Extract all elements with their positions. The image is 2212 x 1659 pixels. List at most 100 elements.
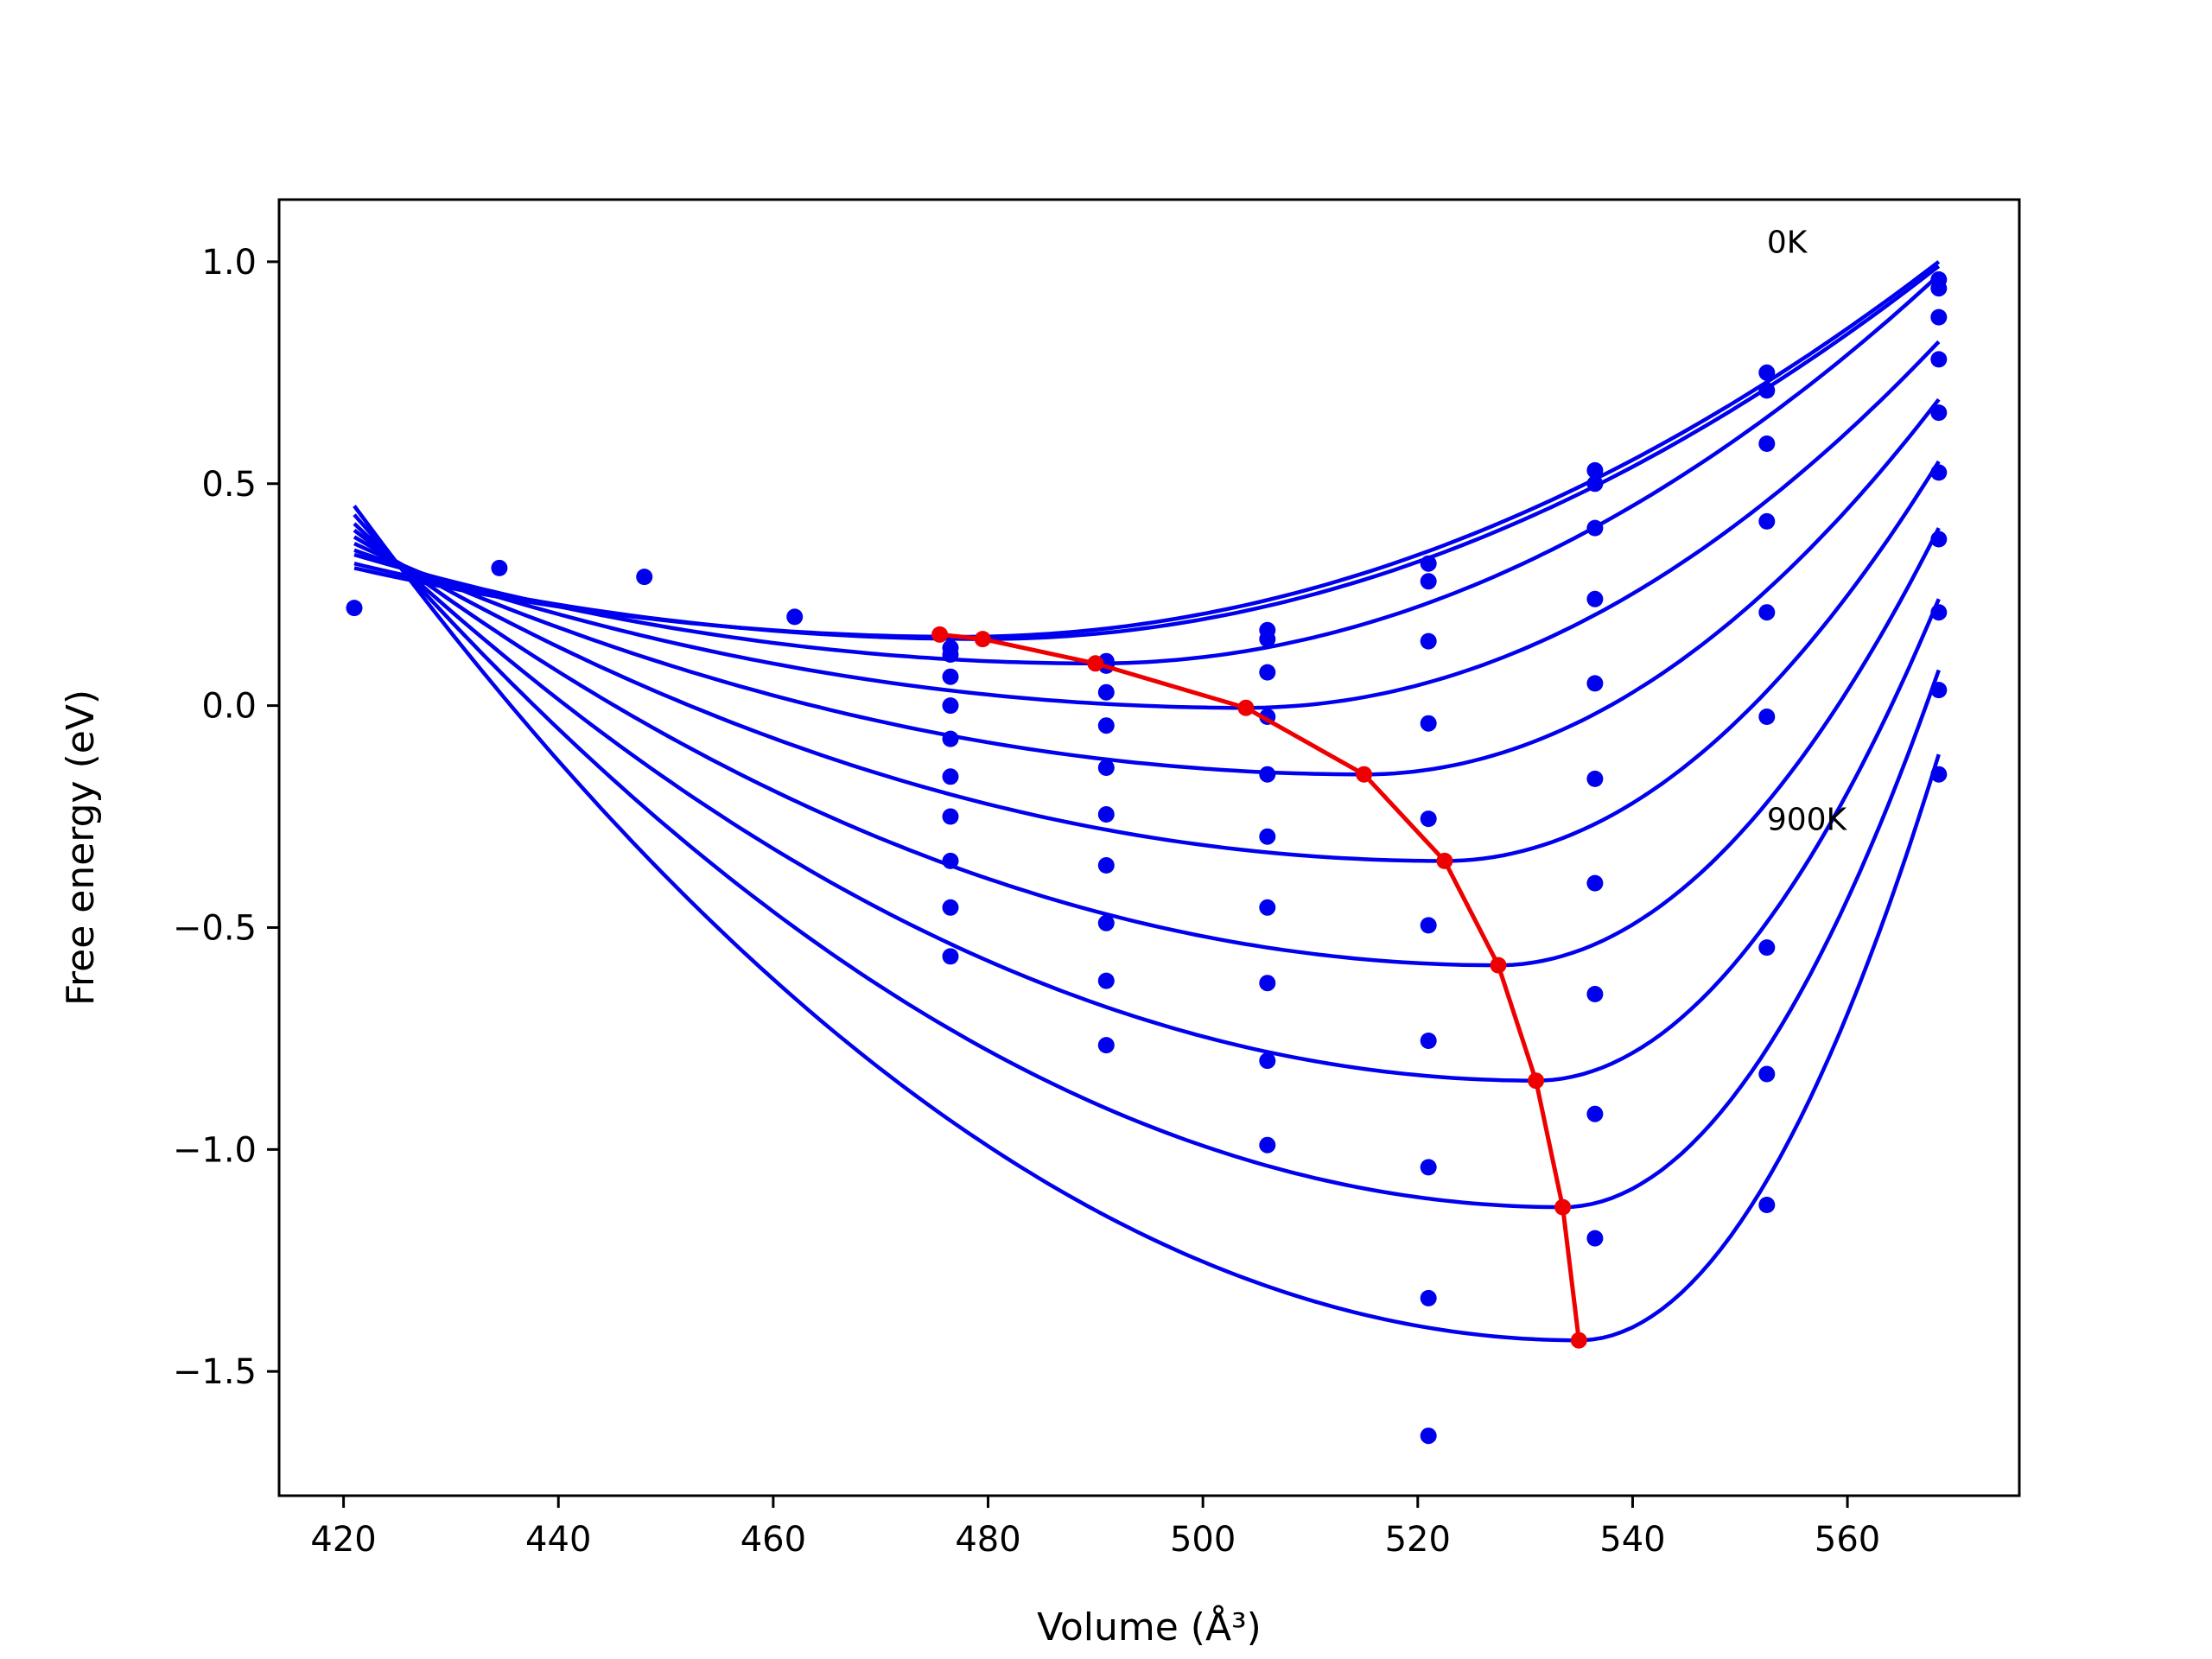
data-point-200K-6 [1930,308,1948,326]
data-point-200K-5 [1758,435,1776,452]
fit-curve-100K [353,264,1941,641]
y-tick-label--0.5: −0.5 [173,908,257,948]
data-point-0K-3 [786,608,804,626]
data-point-500K-3 [1420,917,1437,934]
data-point-300K-0 [942,697,959,715]
data-point-900K-0 [942,948,959,965]
y-tick-label-0.5: 0.5 [201,465,257,505]
data-point-600K-0 [942,808,959,825]
y-axis-ticks: 1.0 0.5 0.0 −0.5 −1.0 −1.5 [173,243,279,1392]
data-point-700K-0 [942,852,959,869]
data-point-800K-2 [1259,1052,1276,1070]
plot-frame [277,198,2021,1497]
data-point-600K-2 [1259,899,1276,916]
data-point-500K-4 [1586,770,1604,787]
data-point-700K-2 [1259,975,1276,992]
data-point-900K-1 [1097,1037,1115,1054]
data-point-600K-1 [1097,857,1115,874]
data-point-400K-1 [1097,760,1115,776]
data-point-200K-4 [1586,519,1604,537]
minimum-point-5 [1436,852,1453,869]
data-point-0K-7 [1420,555,1437,572]
data-point-100K-4 [1586,475,1604,493]
minimum-point-7 [1528,1072,1545,1090]
data-point-0K-2 [636,569,653,586]
data-point-800K-1 [1097,972,1115,989]
data-point-0K-8 [1586,461,1604,479]
data-point-700K-4 [1586,986,1604,1002]
data-point-700K-3 [1420,1159,1437,1176]
minimum-point-1 [974,631,991,648]
data-point-900K-4 [1586,1230,1604,1247]
data-point-800K-4 [1586,1105,1604,1122]
data-point-100K-6 [1930,280,1948,297]
minima-polyline [939,632,1581,1341]
data-point-400K-6 [1930,404,1948,422]
fit-curve-500K [353,460,1941,863]
minimum-point-9 [1570,1332,1587,1349]
minima-line [931,626,1587,1349]
data-point-100K-2 [1259,631,1276,648]
data-point-600K-4 [1586,874,1604,892]
data-point-300K-4 [1586,590,1604,607]
minimum-point-6 [1490,957,1507,974]
x-tick-label-500: 500 [1170,1520,1236,1560]
data-point-100K-0 [942,646,959,663]
annotation-900K: 900K [1767,802,1848,837]
data-point-300K-5 [1758,512,1776,530]
data-point-400K-3 [1420,810,1437,828]
y-tick-label--1.5: −1.5 [173,1352,257,1392]
fit-curves [353,260,1941,1343]
data-point-800K-5 [1758,1197,1776,1213]
x-axis-label: Volume (Å³) [1037,1604,1262,1649]
data-point-700K-6 [1930,604,1948,621]
minimum-point-8 [1554,1198,1572,1216]
x-tick-label-480: 480 [955,1520,1020,1560]
data-point-500K-5 [1758,709,1776,725]
fit-curve-300K [353,340,1941,710]
data-point-100K-5 [1758,382,1776,399]
annotations: 0K 900K [1767,226,1848,838]
x-tick-label-460: 460 [741,1520,806,1560]
data-point-700K-1 [1097,914,1115,931]
data-point-200K-0 [942,668,959,685]
fit-curve-700K [353,522,1941,1083]
x-tick-label-540: 540 [1599,1520,1665,1560]
data-point-600K-5 [1758,939,1776,957]
data-point-200K-2 [1259,664,1276,681]
data-point-600K-6 [1930,531,1948,548]
data-point-500K-1 [1097,806,1115,823]
y-tick-label-0: 0.0 [201,687,257,727]
fit-curve-900K [353,505,1941,1343]
data-point-500K-2 [1259,828,1276,845]
fit-curve-600K [353,527,1941,968]
data-point-300K-3 [1420,715,1437,732]
data-point-900K-3 [1420,1427,1437,1445]
fit-curve-200K [353,273,1941,666]
y-axis-label: Free energy (eV) [59,690,103,1006]
data-point-800K-3 [1420,1289,1437,1306]
data-point-0K-9 [1758,364,1776,381]
fit-curve-800K [353,513,1941,1210]
data-point-200K-1 [1097,683,1115,701]
data-point-200K-3 [1420,632,1437,650]
data-point-0K-0 [346,600,363,617]
minimum-point-3 [1237,699,1255,716]
x-tick-label-560: 560 [1815,1520,1880,1560]
minimum-point-0 [931,626,949,643]
y-tick-label-1: 1.0 [201,243,257,283]
x-tick-label-520: 520 [1385,1520,1451,1560]
data-point-400K-4 [1586,675,1604,692]
data-point-500K-0 [942,768,959,785]
data-point-300K-6 [1930,351,1948,368]
data-point-900K-2 [1259,1136,1276,1154]
data-point-600K-3 [1420,1033,1437,1049]
data-point-500K-6 [1930,464,1948,481]
y-tick-label--1: −1.0 [173,1130,257,1170]
data-point-900K-5 [1930,766,1948,783]
x-axis-ticks: 420 440 460 480 500 520 540 560 [310,1496,1880,1560]
data-point-0K-1 [491,559,508,576]
minimum-point-4 [1356,766,1373,783]
fit-curve-400K [353,397,1941,777]
